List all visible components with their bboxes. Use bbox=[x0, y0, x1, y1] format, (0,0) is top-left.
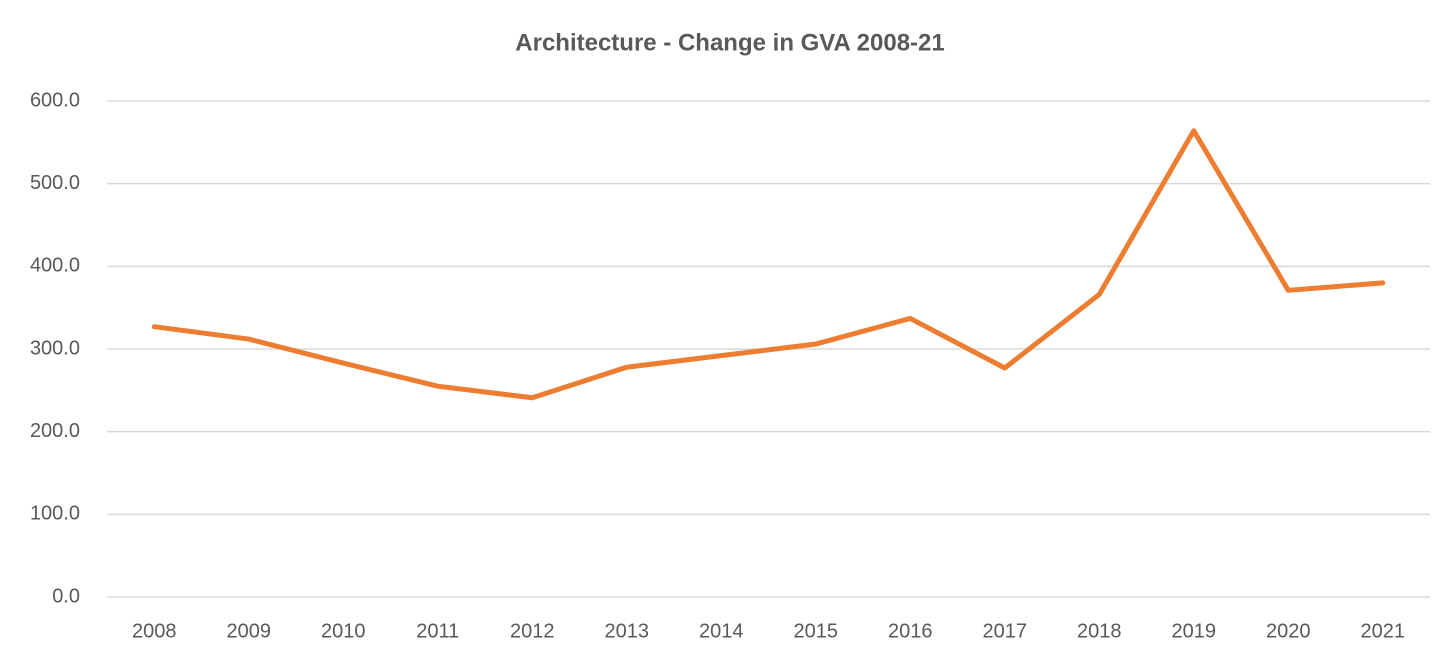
x-tick-label: 2020 bbox=[1266, 620, 1311, 642]
y-tick-label: 0.0 bbox=[52, 585, 80, 607]
x-tick-label: 2012 bbox=[510, 620, 555, 642]
x-tick-label: 2009 bbox=[227, 620, 272, 642]
x-tick-label: 2010 bbox=[321, 620, 366, 642]
x-tick-label: 2018 bbox=[1077, 620, 1122, 642]
x-tick-label: 2021 bbox=[1361, 620, 1406, 642]
x-tick-label: 2014 bbox=[699, 620, 744, 642]
y-tick-label: 400.0 bbox=[30, 255, 80, 277]
data-line bbox=[151, 128, 1386, 401]
x-tick-label: 2011 bbox=[416, 620, 459, 642]
y-tick-label: 500.0 bbox=[30, 172, 80, 194]
x-tick-label: 2019 bbox=[1172, 620, 1217, 642]
y-tick-label: 600.0 bbox=[30, 89, 80, 111]
x-tick-label: 2015 bbox=[794, 620, 839, 642]
x-tick-label: 2016 bbox=[888, 620, 933, 642]
y-tick-label: 200.0 bbox=[30, 420, 80, 442]
chart-title: Architecture - Change in GVA 2008-21 bbox=[515, 29, 944, 56]
y-tick-label: 100.0 bbox=[30, 503, 80, 525]
x-tick-label: 2017 bbox=[983, 620, 1028, 642]
x-tick-label: 2013 bbox=[605, 620, 650, 642]
x-tick-label: 2008 bbox=[132, 620, 177, 642]
y-tick-label: 300.0 bbox=[30, 337, 80, 359]
